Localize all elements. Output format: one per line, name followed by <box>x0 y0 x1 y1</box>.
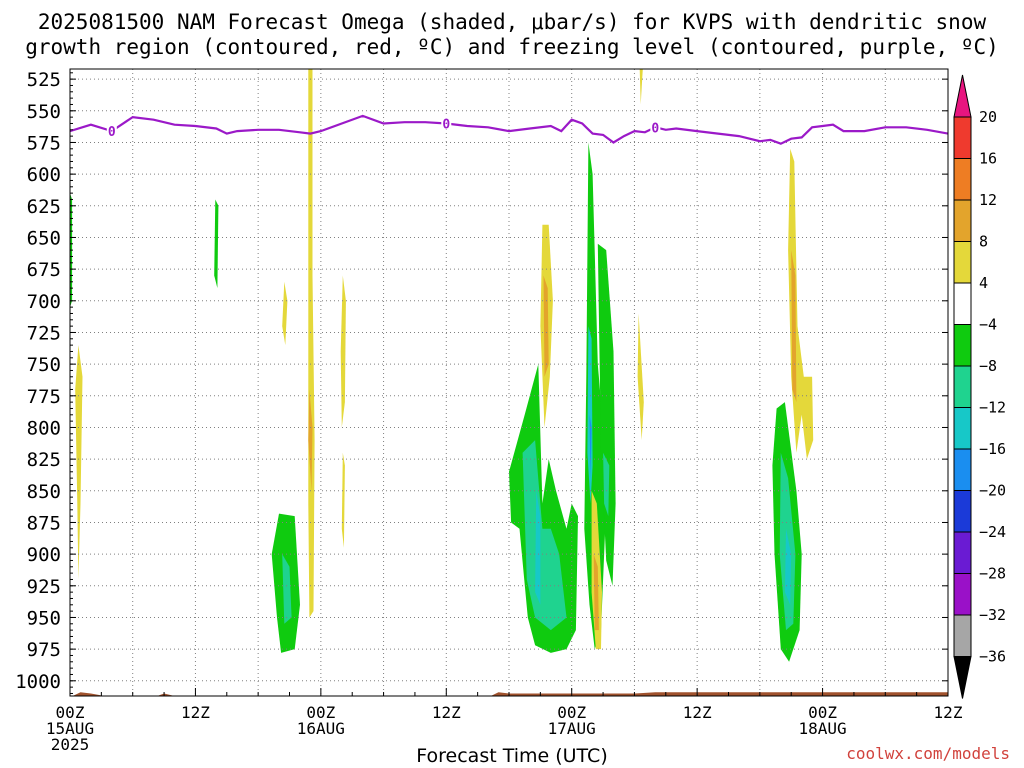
y-tick-label: 950 <box>27 607 61 629</box>
x-tick-label: 12Z <box>432 703 461 722</box>
colorbar-tick-label: −36 <box>979 648 1006 666</box>
colorbar-segment <box>953 74 972 118</box>
omega-region-22 <box>637 313 644 441</box>
x-axis-title: Forecast Time (UTC) <box>416 745 608 767</box>
omega-region-19 <box>593 554 599 631</box>
x-tick-label: 00Z <box>557 703 586 722</box>
omega-region-2 <box>214 199 219 289</box>
chart-title-line2: growth region (contoured, red, ºC) and f… <box>25 35 999 59</box>
omega-region-0 <box>75 345 83 580</box>
y-tick-label: 925 <box>27 576 61 598</box>
y-tick-label: 1000 <box>15 671 61 693</box>
omega-region-20 <box>597 243 616 586</box>
colorbar-segment <box>953 241 972 284</box>
colorbar-segment <box>953 116 972 159</box>
y-tick-label: 750 <box>27 354 61 376</box>
omega-region-16 <box>587 326 593 504</box>
colorbar-tick-label: −8 <box>979 357 997 375</box>
y-tick-label: 700 <box>27 291 61 313</box>
colorbar-tick-label: −32 <box>979 606 1006 624</box>
omega-region-21 <box>603 452 610 517</box>
y-axis: 525 550 575 600 625 650 675 700 725 750 775 800 825 8… <box>15 69 948 694</box>
colorbar-segment <box>953 656 972 699</box>
freezing-level-label: 0 <box>442 117 450 132</box>
colorbar-tick-label: −20 <box>979 482 1006 500</box>
colorbar-tick-label: 16 <box>979 150 997 168</box>
colorbar-segment <box>953 365 972 408</box>
x-tick-label: 12Z <box>934 703 963 722</box>
x-tick-label: 12Z <box>683 703 712 722</box>
omega-region-5 <box>308 389 313 491</box>
freezing-label-bg <box>441 116 452 130</box>
y-tick-label: 625 <box>27 196 61 218</box>
freezing-level-label: 0 <box>651 121 659 136</box>
y-tick-label: 725 <box>27 322 61 344</box>
colorbar-segment <box>953 282 972 325</box>
freezing-level-label: 0 <box>108 125 116 140</box>
freezing-label-bg <box>650 120 661 134</box>
colorbar-segment <box>953 199 972 242</box>
source-credit[interactable]: coolwx.com/models <box>846 744 1010 763</box>
x-tick-label: 17AUG <box>548 719 596 738</box>
omega-shading <box>70 69 814 662</box>
y-tick-label: 775 <box>27 386 61 408</box>
colorbar-tick-label: 4 <box>979 274 988 292</box>
y-tick-label: 575 <box>27 132 61 154</box>
colorbar-tick-label: −16 <box>979 440 1006 458</box>
chart-title-line1: 2025081500 NAM Forecast Omega (shaded, μ… <box>37 10 987 34</box>
omega-region-6 <box>340 275 346 428</box>
y-tick-label: 875 <box>27 512 61 534</box>
x-tick-label: 12Z <box>181 703 210 722</box>
colorbar-tick-label: −24 <box>979 523 1006 541</box>
x-tick-label: 2025 <box>51 735 90 754</box>
colorbar-tick-label: 20 <box>979 108 997 126</box>
colorbar-segment <box>953 573 972 616</box>
y-tick-label: 650 <box>27 227 61 249</box>
y-tick-label: 675 <box>27 259 61 281</box>
freezing-label-bg <box>106 124 117 138</box>
omega-region-14 <box>535 490 541 605</box>
omega-region-23 <box>639 69 643 105</box>
y-tick-label: 850 <box>27 481 61 503</box>
x-tick-label: 18AUG <box>798 719 846 738</box>
y-tick-label: 900 <box>27 544 61 566</box>
omega-region-3 <box>282 281 288 346</box>
omega-region-25 <box>791 250 797 403</box>
x-tick-label: 15AUG <box>46 719 94 738</box>
x-tick-label: 00Z <box>56 703 85 722</box>
y-tick-label: 550 <box>27 101 61 123</box>
x-tick-label: 00Z <box>808 703 837 722</box>
y-tick-label: 825 <box>27 449 61 471</box>
grid <box>70 69 948 696</box>
colorbar-segment <box>953 614 972 657</box>
omega-region-4 <box>308 69 315 618</box>
y-tick-label: 800 <box>27 417 61 439</box>
colorbar: 20 16 12 8 4 −4 −8 −12 −16 −20 −24 −28 −32 −36 <box>953 74 1006 699</box>
colorbar-segment <box>953 531 972 574</box>
colorbar-segment <box>953 407 972 450</box>
colorbar-segment <box>953 448 972 491</box>
y-tick-label: 975 <box>27 639 61 661</box>
x-tick-label: 16AUG <box>297 719 345 738</box>
y-tick-label: 600 <box>27 164 61 186</box>
omega-region-17 <box>589 414 592 479</box>
colorbar-segment <box>953 324 972 367</box>
colorbar-tick-label: −12 <box>979 399 1006 417</box>
colorbar-tick-label: 12 <box>979 191 997 209</box>
y-tick-label: 525 <box>27 69 61 91</box>
freezing-level: 0 0 0 <box>70 114 948 145</box>
colorbar-tick-label: −28 <box>979 565 1006 583</box>
omega-region-11 <box>543 275 549 377</box>
omega-region-9 <box>282 554 292 624</box>
colorbar-tick-label: 8 <box>979 233 988 251</box>
freezing-level-line <box>70 114 948 145</box>
omega-region-7 <box>341 452 345 548</box>
colorbar-segment <box>953 158 972 201</box>
colorbar-segment <box>953 490 972 533</box>
x-tick-label: 00Z <box>306 703 335 722</box>
omega-region-13 <box>522 440 567 631</box>
colorbar-tick-label: −4 <box>979 316 997 334</box>
